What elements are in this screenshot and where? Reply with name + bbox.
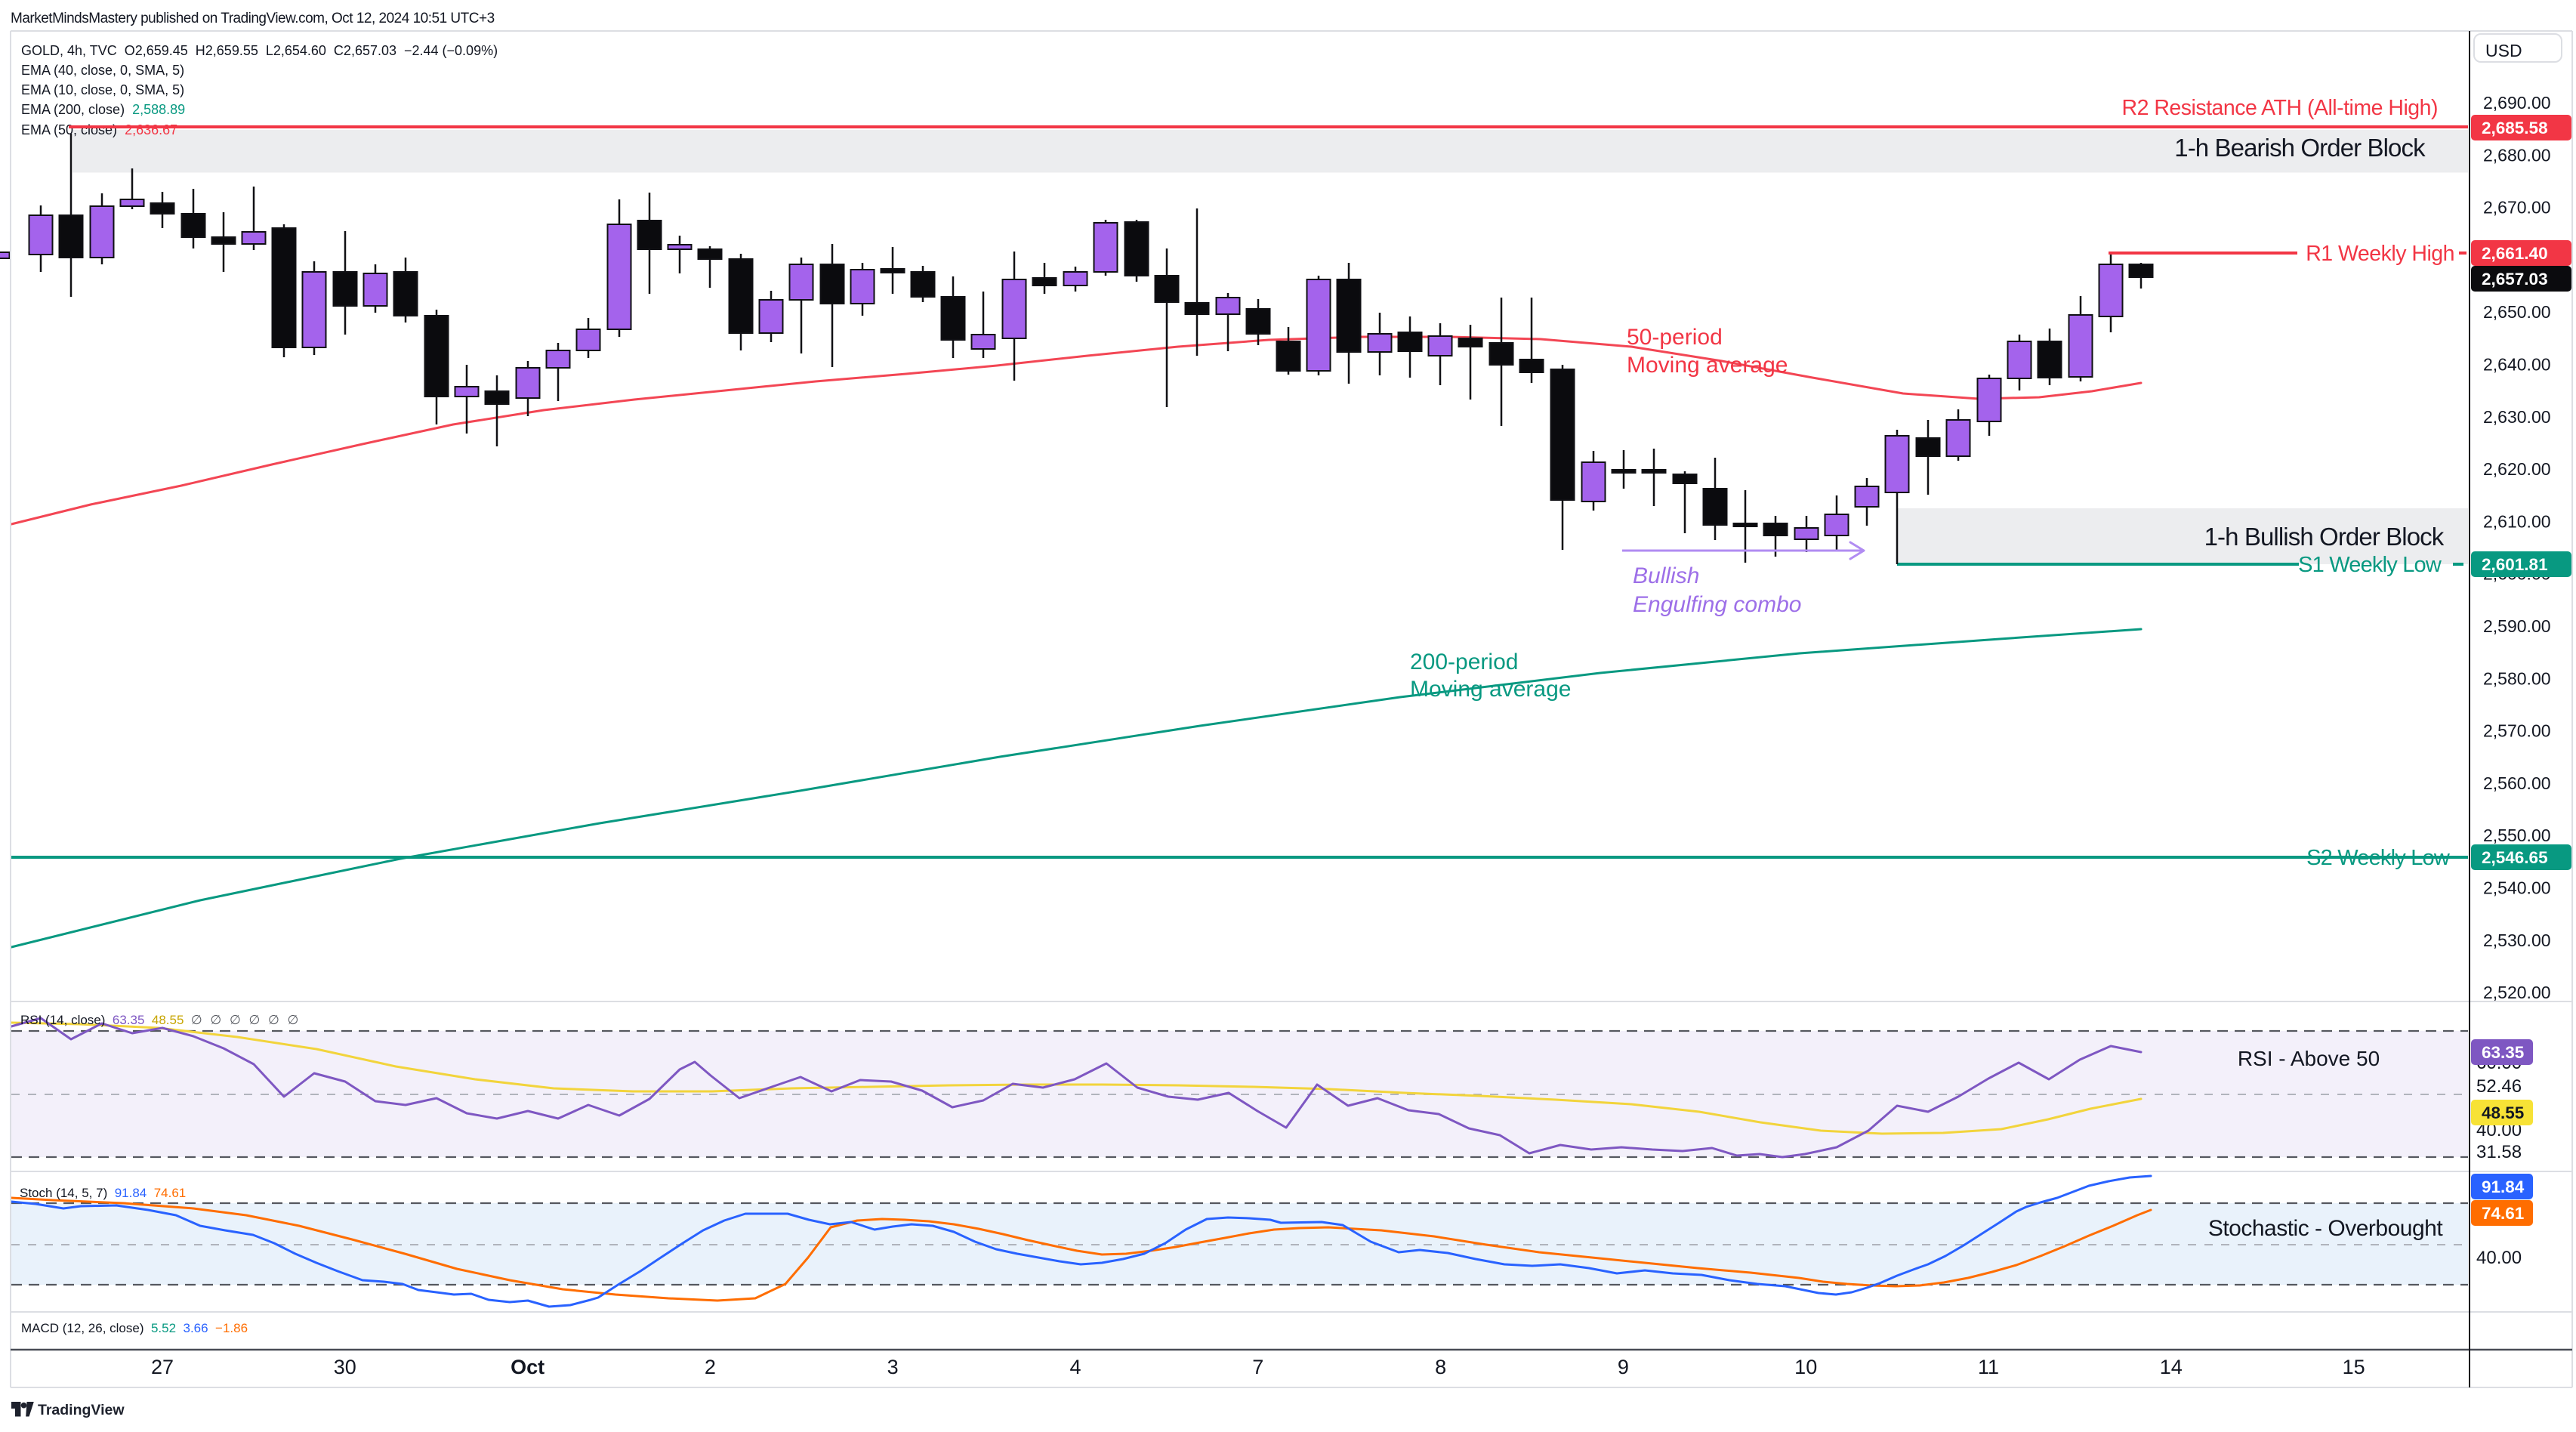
svg-text:7: 7 (1252, 1356, 1263, 1378)
svg-text:2,661.40: 2,661.40 (2482, 244, 2548, 263)
svg-text:2,540.00: 2,540.00 (2483, 878, 2551, 898)
svg-text:8: 8 (1435, 1356, 1446, 1378)
svg-text:4: 4 (1069, 1356, 1081, 1378)
svg-text:2,620.00: 2,620.00 (2483, 459, 2551, 479)
svg-text:2,560.00: 2,560.00 (2483, 773, 2551, 793)
svg-text:USD: USD (2485, 41, 2522, 60)
svg-text:2,685.58: 2,685.58 (2482, 119, 2548, 137)
svg-text:Oct: Oct (511, 1356, 545, 1378)
svg-text:Stoch (14, 5, 7) 91.84 74.61: Stoch (14, 5, 7) 91.84 74.61 (20, 1186, 186, 1200)
svg-text:2,630.00: 2,630.00 (2483, 407, 2551, 427)
svg-text:S2 Weekly Low: S2 Weekly Low (2306, 846, 2451, 870)
svg-text:Moving average: Moving average (1627, 353, 1788, 378)
svg-text:EMA (200, close) 2,588.89: EMA (200, close) 2,588.89 (21, 102, 185, 117)
svg-text:1-h Bearish Order Block: 1-h Bearish Order Block (2174, 134, 2426, 162)
svg-text:S1 Weekly Low: S1 Weekly Low (2298, 553, 2442, 577)
svg-text:2,657.03: 2,657.03 (2482, 270, 2548, 289)
svg-text:2,570.00: 2,570.00 (2483, 721, 2551, 741)
svg-text:52.46: 52.46 (2476, 1076, 2522, 1097)
svg-text:2,650.00: 2,650.00 (2483, 302, 2551, 322)
svg-text:27: 27 (151, 1356, 174, 1378)
svg-text:31.58: 31.58 (2476, 1142, 2522, 1162)
svg-text:14: 14 (2160, 1356, 2183, 1378)
svg-text:1-h Bullish Order Block: 1-h Bullish Order Block (2204, 523, 2445, 551)
svg-text:2,580.00: 2,580.00 (2483, 668, 2551, 688)
svg-text:Stochastic - Overbought: Stochastic - Overbought (2208, 1216, 2443, 1241)
svg-text:2,610.00: 2,610.00 (2483, 511, 2551, 531)
svg-text:30: 30 (334, 1356, 356, 1378)
svg-text:48.55: 48.55 (2482, 1103, 2524, 1122)
svg-text:2,550.00: 2,550.00 (2483, 826, 2551, 845)
svg-text:TradingView: TradingView (38, 1402, 125, 1418)
svg-text:EMA (40, close, 0, SMA, 5): EMA (40, close, 0, SMA, 5) (21, 63, 184, 78)
svg-text:200-period: 200-period (1410, 650, 1518, 674)
svg-text:MACD (12, 26, close) 5.52 3.: MACD (12, 26, close) 5.52 3.66 −1.86 (21, 1321, 248, 1335)
svg-text:2,546.65: 2,546.65 (2482, 848, 2548, 867)
svg-text:RSI - Above 50: RSI - Above 50 (2238, 1047, 2380, 1070)
svg-text:2,680.00: 2,680.00 (2483, 145, 2551, 165)
svg-text:2,640.00: 2,640.00 (2483, 355, 2551, 375)
svg-text:91.84: 91.84 (2482, 1177, 2525, 1196)
svg-text:Moving average: Moving average (1410, 677, 1571, 702)
svg-text:R1 Weekly High: R1 Weekly High (2306, 242, 2454, 266)
svg-text:10: 10 (1794, 1356, 1817, 1378)
svg-text:2,670.00: 2,670.00 (2483, 198, 2551, 218)
svg-text:2,530.00: 2,530.00 (2483, 930, 2551, 950)
svg-text:2,590.00: 2,590.00 (2483, 616, 2551, 636)
svg-text:50-period: 50-period (1627, 325, 1723, 350)
svg-text:Bullish: Bullish (1633, 563, 1699, 588)
svg-text:2,601.81: 2,601.81 (2482, 555, 2548, 574)
svg-text:63.35: 63.35 (2482, 1043, 2524, 1062)
svg-text:MarketMindsMastery published o: MarketMindsMastery published on TradingV… (11, 11, 495, 26)
svg-text:40.00: 40.00 (2476, 1248, 2522, 1268)
svg-text:3: 3 (887, 1356, 899, 1378)
svg-text:RSI (14, close) 63.35 48.55: RSI (14, close) 63.35 48.55 ∅ ∅ ∅ ∅ ∅ ∅ (20, 1013, 301, 1027)
svg-text:2,690.00: 2,690.00 (2483, 93, 2551, 113)
svg-text:15: 15 (2343, 1356, 2365, 1378)
svg-text:11: 11 (1978, 1356, 1999, 1378)
svg-text:9: 9 (1618, 1356, 1629, 1378)
svg-text:2: 2 (705, 1356, 716, 1378)
svg-text:EMA (50, close) 2,636.67: EMA (50, close) 2,636.67 (21, 122, 177, 137)
svg-text:GOLD, 4h, TVC O2,659.45 H2,6: GOLD, 4h, TVC O2,659.45 H2,659.55 L2,654… (21, 43, 498, 58)
svg-text:Engulfing combo: Engulfing combo (1633, 592, 1801, 617)
svg-text:74.61: 74.61 (2482, 1204, 2524, 1223)
svg-text:EMA (10, close, 0, SMA, 5): EMA (10, close, 0, SMA, 5) (21, 82, 184, 97)
svg-text:2,520.00: 2,520.00 (2483, 983, 2551, 1002)
svg-text:R2 Resistance ATH (All-time Hi: R2 Resistance ATH (All-time High) (2121, 96, 2438, 120)
